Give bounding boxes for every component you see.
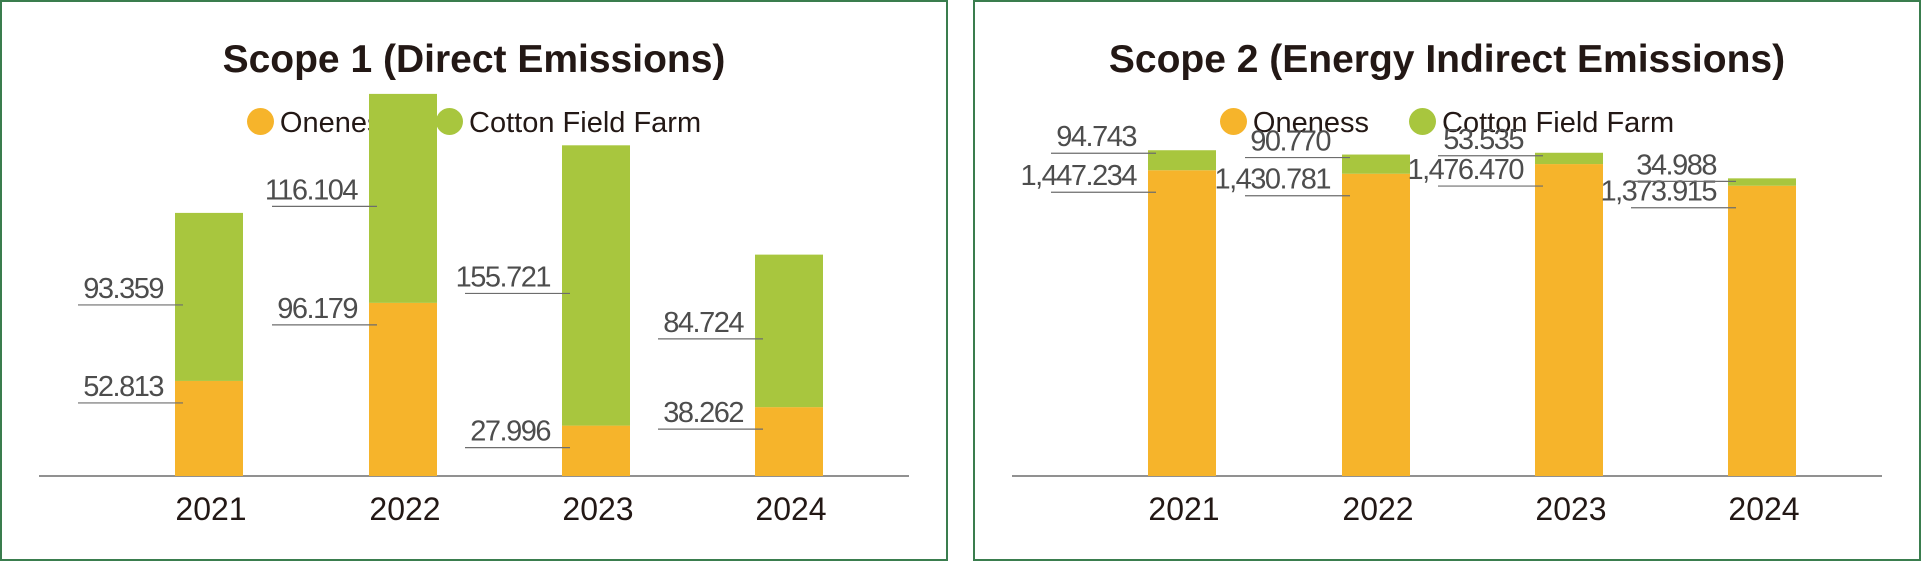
legend-item-cotton-field-farm: Cotton Field Farm — [1409, 107, 1674, 140]
legend-swatch-cotton-field-farm — [1409, 107, 1437, 135]
x-tick-label: 2023 — [562, 491, 633, 527]
scope1-chart-panel: Scope 1 (Direct Emissions) Oneness Cotto… — [0, 0, 948, 561]
bar-oneness-2024 — [755, 407, 823, 476]
data-label: 1,447.234 — [1020, 160, 1137, 192]
legend-swatch-oneness — [246, 107, 274, 135]
bar-cotton-field-farm-2022 — [1342, 154, 1410, 174]
data-label: 38.262 — [663, 397, 743, 429]
data-label: 53.535 — [1443, 124, 1523, 156]
x-tick-label: 2021 — [175, 491, 246, 527]
bar-oneness-2022 — [1342, 173, 1410, 476]
data-label: 116.104 — [265, 174, 359, 206]
x-tick-label: 2024 — [1728, 491, 1799, 527]
bar-oneness-2022 — [369, 302, 437, 476]
data-label: 155.721 — [456, 261, 551, 293]
data-label: 52.813 — [83, 371, 163, 403]
data-label: 1,430.781 — [1214, 164, 1330, 196]
data-label: 27.996 — [470, 416, 550, 448]
data-label: 96.179 — [277, 293, 357, 325]
legend-label: Oneness — [1252, 106, 1369, 139]
bar-cotton-field-farm-2024 — [1728, 178, 1796, 186]
data-label: 84.724 — [663, 307, 744, 339]
bar-cotton-field-farm-2024 — [755, 254, 823, 408]
chart-legend: Oneness Cotton Field Farm — [975, 106, 1919, 140]
data-label: 34.988 — [1636, 149, 1716, 181]
bar-oneness-2021 — [1148, 170, 1216, 476]
legend-swatch-oneness — [1219, 107, 1247, 135]
x-tick-label: 2023 — [1535, 491, 1606, 527]
x-tick-label: 2022 — [369, 491, 440, 527]
data-label: 93.359 — [83, 273, 163, 305]
legend-label: Cotton Field Farm — [469, 106, 702, 139]
legend-item-cotton-field-farm: Cotton Field Farm — [436, 107, 701, 140]
bar-cotton-field-farm-2021 — [175, 212, 243, 381]
data-label: 1,476.470 — [1407, 154, 1523, 186]
bar-oneness-2023 — [562, 425, 630, 476]
chart-title: Scope 2 (Energy Indirect Emissions) — [1108, 38, 1786, 81]
scope2-chart-panel: Scope 2 (Energy Indirect Emissions) Onen… — [973, 0, 1921, 561]
bar-cotton-field-farm-2021 — [1148, 150, 1216, 171]
chart-plot-area: 52.813 93.359 2021 96.179 116.104 2022 27.996 1… — [39, 93, 909, 527]
x-tick-label: 2021 — [1148, 491, 1219, 527]
chart-plot-area: 1,447.234 94.743 2021 1,430.781 90.770 2022 1,… — [1012, 121, 1882, 527]
bar-cotton-field-farm-2023 — [562, 145, 630, 426]
x-tick-label: 2022 — [1342, 491, 1413, 527]
legend-label: Cotton Field Farm — [1442, 106, 1675, 139]
bar-cotton-field-farm-2022 — [369, 93, 437, 303]
x-tick-label: 2024 — [755, 491, 826, 527]
bar-oneness-2024 — [1728, 185, 1796, 476]
bar-cotton-field-farm-2023 — [1535, 152, 1603, 165]
legend-item-oneness: Oneness — [1219, 106, 1369, 140]
legend-swatch-cotton-field-farm — [436, 107, 464, 135]
chart-title: Scope 1 (Direct Emissions) — [222, 38, 726, 81]
bar-oneness-2023 — [1535, 164, 1603, 477]
data-label: 90.770 — [1250, 126, 1330, 158]
data-label: 94.743 — [1056, 121, 1136, 153]
bar-oneness-2021 — [175, 380, 243, 476]
